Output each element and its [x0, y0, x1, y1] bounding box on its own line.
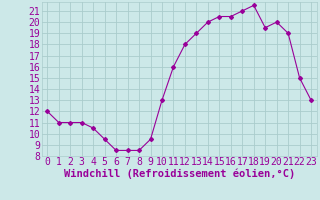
X-axis label: Windchill (Refroidissement éolien,°C): Windchill (Refroidissement éolien,°C): [64, 169, 295, 179]
